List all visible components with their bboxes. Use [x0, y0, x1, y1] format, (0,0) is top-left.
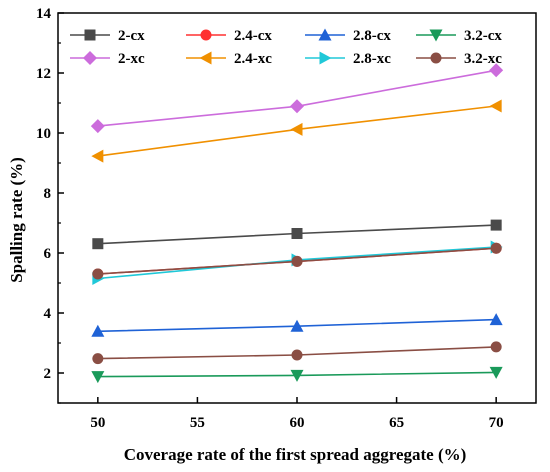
series-3-2-xc: [92, 242, 502, 280]
y-tick-label: 14: [36, 6, 52, 22]
data-point: [92, 353, 104, 365]
series-3-2-xc-lower: [92, 341, 502, 365]
legend-item-3-2-xc: 3.2-xc: [416, 51, 502, 67]
y-tick-label: 8: [44, 186, 52, 202]
legend-marker: [319, 51, 332, 65]
legend-label: 2.8-cx: [353, 28, 391, 44]
y-tick-label: 4: [44, 306, 52, 322]
series-2-cx: [92, 219, 502, 250]
data-point: [490, 341, 502, 353]
x-tick-label: 65: [389, 415, 404, 431]
legend-item-2-cx: 2-cx: [70, 28, 145, 44]
data-point: [291, 228, 303, 239]
series-2-xc: [90, 63, 504, 134]
y-tick-label: 2: [44, 366, 52, 382]
data-point: [291, 349, 303, 361]
legend-label: 2-cx: [118, 28, 145, 44]
data-point: [290, 319, 304, 332]
data-point: [490, 242, 502, 254]
data-point: [290, 369, 304, 382]
legend-marker: [318, 28, 332, 41]
y-tick-label: 12: [36, 66, 51, 82]
x-tick-label: 55: [190, 415, 205, 431]
data-point: [291, 255, 303, 267]
data-point: [489, 99, 502, 113]
data-point: [290, 99, 304, 114]
x-tick-label: 60: [290, 415, 305, 431]
data-point: [91, 324, 105, 337]
data-point: [92, 238, 104, 250]
legend-label: 3.2-xc: [464, 51, 502, 67]
x-tick-label: 70: [489, 415, 504, 431]
series-line: [97, 69, 497, 127]
legend-label: 2.8-xc: [353, 51, 391, 67]
data-point: [489, 63, 504, 78]
legend-marker: [84, 29, 96, 41]
y-axis-title: Spalling rate (%): [7, 157, 26, 283]
data-point: [290, 122, 303, 136]
data-point: [489, 366, 503, 379]
y-tick-label: 10: [36, 126, 51, 142]
legend-item-2-8-xc: 2.8-xc: [305, 51, 391, 67]
data-point: [489, 313, 503, 326]
legend-label: 2.4-xc: [234, 51, 272, 67]
x-tick-label: 50: [90, 415, 105, 431]
legend-item-2-4-xc: 2.4-xc: [186, 51, 272, 67]
legend-item-2-4-cx: 2.4-cx: [186, 28, 272, 44]
data-point: [90, 119, 105, 134]
legend-label: 2-xc: [118, 51, 145, 67]
x-axis-title: Coverage rate of the first spread aggreg…: [124, 445, 467, 464]
data-point: [91, 149, 104, 163]
legend-item-3-2-cx: 3.2-cx: [416, 28, 502, 44]
legend-label: 2.4-cx: [234, 28, 272, 44]
legend-item-2-8-cx: 2.8-cx: [305, 28, 391, 44]
data-point: [91, 371, 105, 384]
data-point: [490, 219, 502, 231]
y-tick-label: 6: [44, 246, 52, 262]
series-2-8-cx: [91, 313, 503, 337]
plot-frame: [57, 12, 537, 404]
legend-item-2-xc: 2-xc: [70, 51, 145, 67]
series-3-2-cx: [91, 366, 503, 384]
legend-marker: [199, 51, 212, 65]
legend-marker: [83, 51, 97, 65]
data-point: [92, 268, 104, 280]
legend-marker: [429, 29, 443, 42]
legend-marker: [200, 29, 212, 41]
legend-marker: [430, 52, 442, 64]
series-2-4-xc: [91, 99, 502, 163]
legend-label: 3.2-cx: [464, 28, 502, 44]
